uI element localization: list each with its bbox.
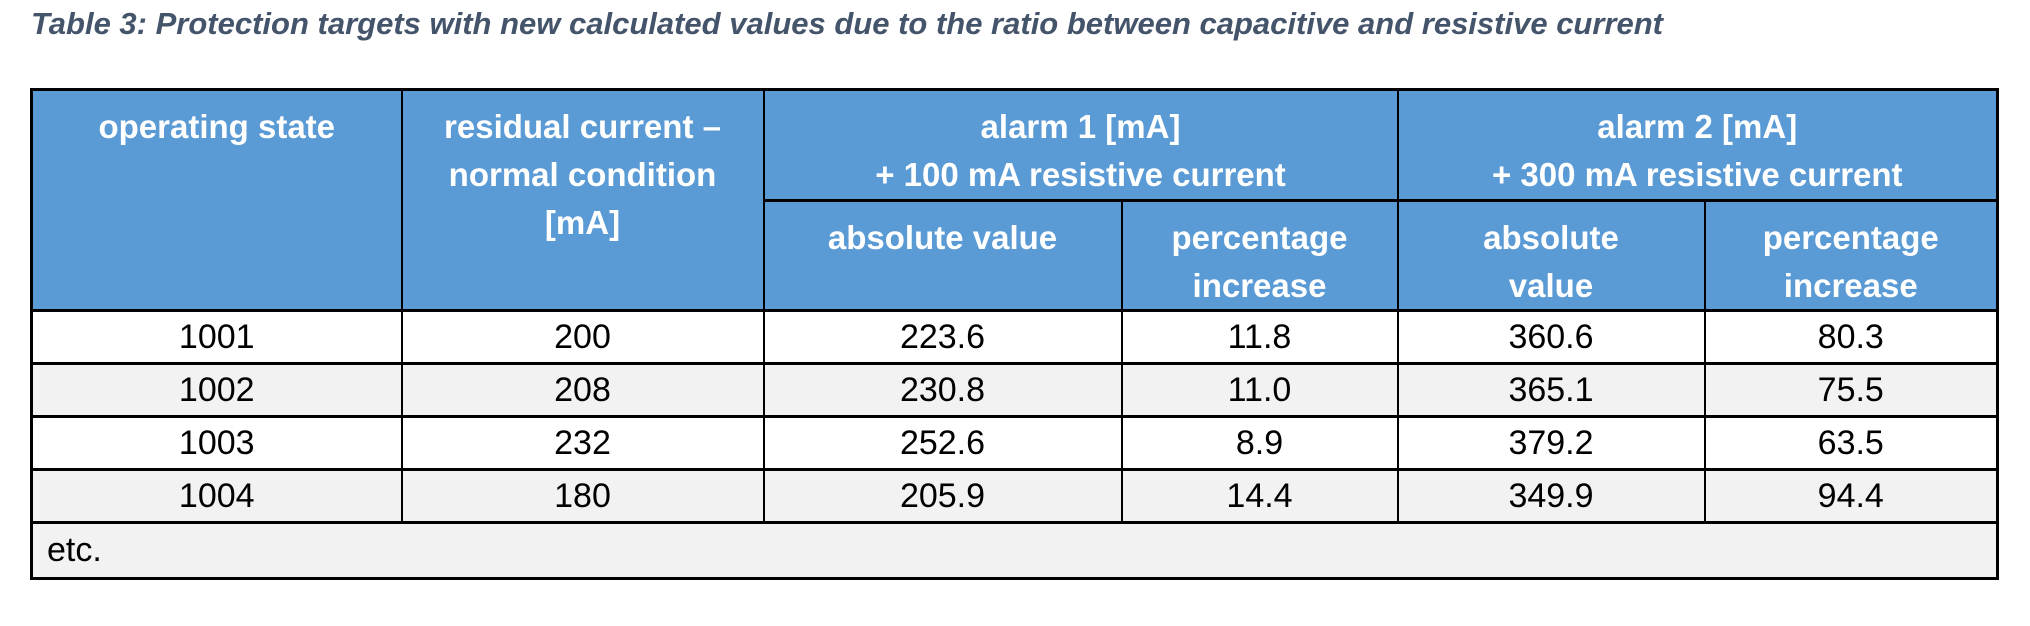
etc-cell: etc. [30, 521, 1999, 581]
header-operating-state: operating state [30, 88, 403, 313]
table-header: operating state residual current – norma… [30, 88, 1999, 313]
cell-alarm1-absolute: 223.6 [762, 309, 1123, 366]
cell-alarm1-percentage: 11.0 [1120, 362, 1399, 419]
cell-operating-state: 1003 [30, 415, 403, 472]
cell-alarm2-percentage: 94.4 [1703, 468, 1999, 525]
table-row-1003: 1003 232 252.6 8.9 379.2 63.5 [30, 415, 1999, 472]
cell-alarm2-percentage: 75.5 [1703, 362, 1999, 419]
cell-alarm2-absolute: 349.9 [1396, 468, 1706, 525]
cell-alarm2-percentage: 80.3 [1703, 309, 1999, 366]
cell-alarm2-absolute: 360.6 [1396, 309, 1706, 366]
cell-alarm1-absolute: 230.8 [762, 362, 1123, 419]
header-group-row: operating state residual current – norma… [30, 88, 1999, 313]
cell-alarm1-percentage: 8.9 [1120, 415, 1399, 472]
cell-alarm1-percentage: 11.8 [1120, 309, 1399, 366]
cell-alarm2-absolute: 365.1 [1396, 362, 1706, 419]
header-residual-current: residual current – normal condition [mA] [400, 88, 765, 313]
cell-alarm1-absolute: 252.6 [762, 415, 1123, 472]
header-alarm2-group: alarm 2 [mA] + 300 mA resistive current [1396, 88, 1999, 202]
table-row-1002: 1002 208 230.8 11.0 365.1 75.5 [30, 362, 1999, 419]
cell-alarm2-percentage: 63.5 [1703, 415, 1999, 472]
cell-alarm1-percentage: 14.4 [1120, 468, 1399, 525]
cell-operating-state: 1001 [30, 309, 403, 366]
cell-alarm2-absolute: 379.2 [1396, 415, 1706, 472]
header-sub-row: absolute value percentage increase absol… [32, 199, 1999, 313]
cell-residual-current: 200 [400, 309, 765, 366]
table-caption: Table 3: Protection targets with new cal… [31, 6, 1663, 41]
header-alarm1-percentage-increase: percentage increase [1120, 199, 1399, 313]
header-alarm2-absolute-value: absolute value [1396, 199, 1706, 313]
cell-residual-current: 208 [400, 362, 765, 419]
table-row-1004: 1004 180 205.9 14.4 349.9 94.4 [30, 468, 1999, 525]
cell-residual-current: 180 [400, 468, 765, 525]
table-row-etc: etc. [30, 521, 1999, 581]
table-row-1001: 1001 200 223.6 11.8 360.6 80.3 [30, 309, 1999, 366]
cell-operating-state: 1004 [30, 468, 403, 525]
cell-alarm1-absolute: 205.9 [762, 468, 1123, 525]
header-alarm2-percentage-increase: percentage increase [1703, 199, 1999, 313]
cell-residual-current: 232 [400, 415, 765, 472]
table-body: 1001 200 223.6 11.8 360.6 80.3 1002 208 … [30, 309, 1999, 581]
protection-targets-table: operating state residual current – norma… [30, 88, 1999, 581]
header-alarm1-group: alarm 1 [mA] + 100 mA resistive current [762, 88, 1399, 202]
header-alarm1-absolute-value: absolute value [762, 199, 1123, 313]
cell-operating-state: 1002 [30, 362, 403, 419]
